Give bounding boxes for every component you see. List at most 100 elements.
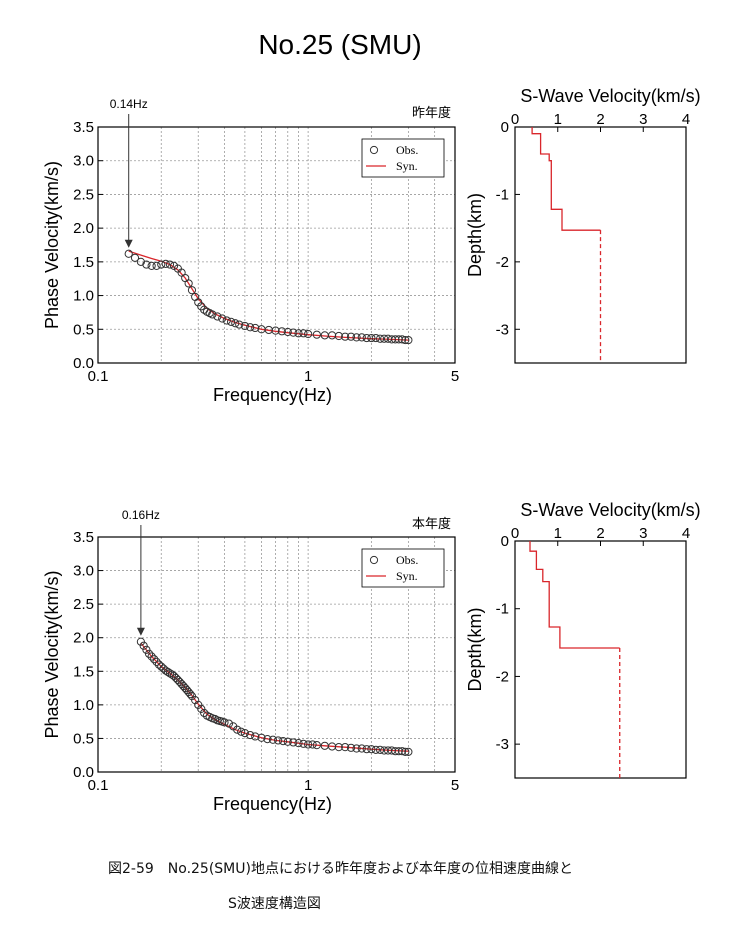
obs-point bbox=[231, 319, 240, 328]
x-tick-label: 5 bbox=[451, 368, 459, 385]
obs-point bbox=[165, 669, 175, 678]
obs-point bbox=[327, 331, 337, 340]
caption-line-2: S波速度構造図 bbox=[228, 896, 321, 912]
y-axis-label: Phase Velocity(km/s) bbox=[42, 570, 62, 738]
profile-x-tick-label: 1 bbox=[554, 111, 562, 128]
charts-layer: 0.0 0.5 1.0 1.5 2.0 2.5 3.0 3.5 0.1 1 5 Frequency(H… bbox=[42, 86, 701, 814]
obs-point bbox=[161, 259, 170, 268]
obs-point bbox=[308, 740, 317, 749]
x-tick-label: 0.1 bbox=[88, 368, 109, 385]
profile-y-axis-label: Depth(km) bbox=[465, 607, 485, 691]
x-tick-label: 1 bbox=[304, 777, 312, 794]
obs-point bbox=[142, 645, 151, 654]
obs-point bbox=[312, 330, 321, 339]
x-tick-label: 5 bbox=[451, 777, 459, 794]
y-tick-label: 1.5 bbox=[73, 254, 94, 271]
y-tick-label: 2.0 bbox=[73, 220, 94, 237]
plot-frame bbox=[97, 536, 456, 773]
vs-profile-line bbox=[531, 127, 601, 231]
obs-point bbox=[263, 735, 272, 744]
obs-point bbox=[375, 334, 385, 343]
x-axis-label: Frequency(Hz) bbox=[213, 385, 332, 405]
profile-y-tick-label: 0 bbox=[501, 119, 509, 136]
profile-frame bbox=[514, 540, 687, 779]
obs-point bbox=[346, 332, 356, 341]
obs-point bbox=[165, 260, 175, 269]
legend-obs-marker bbox=[369, 555, 379, 565]
profile-x-tick-label: 4 bbox=[682, 111, 690, 128]
legend-box bbox=[361, 548, 445, 588]
profile-y-tick-label: 0 bbox=[501, 533, 509, 550]
obs-point bbox=[222, 316, 231, 325]
obs-point bbox=[213, 312, 222, 321]
obs-point bbox=[274, 736, 283, 745]
y-tick-label: 1.0 bbox=[73, 288, 94, 305]
obs-point bbox=[334, 743, 343, 752]
obs-point bbox=[289, 328, 298, 337]
obs-point bbox=[397, 747, 407, 756]
y-tick-label: 1.5 bbox=[73, 663, 94, 680]
obs-point bbox=[200, 708, 209, 718]
obs-point bbox=[163, 667, 172, 677]
y-tick-label: 1.0 bbox=[73, 697, 94, 714]
profile-x-tick-label: 1 bbox=[554, 525, 562, 542]
obs-point bbox=[246, 323, 255, 332]
caption-line-1: 図2-59 No.25(SMU)地点における昨年度および本年度の位相速度曲線と bbox=[108, 861, 573, 877]
x-axis-label: Frequency(Hz) bbox=[213, 794, 332, 814]
obs-point bbox=[283, 327, 292, 337]
obs-point bbox=[294, 739, 303, 748]
legend-obs-label: Obs. bbox=[396, 143, 418, 157]
profile-y-tick-label: -2 bbox=[496, 668, 509, 685]
obs-point bbox=[218, 314, 227, 323]
profile-x-tick-label: 3 bbox=[639, 525, 647, 542]
obs-point bbox=[237, 727, 246, 736]
obs-point bbox=[154, 660, 164, 669]
profile-y-tick-label: -1 bbox=[496, 601, 509, 618]
obs-point bbox=[278, 737, 288, 746]
obs-point bbox=[251, 732, 260, 741]
profile-y-tick-label: -1 bbox=[496, 186, 509, 203]
obs-point bbox=[152, 657, 161, 666]
obs-point bbox=[283, 737, 292, 746]
obs-point bbox=[362, 333, 371, 343]
obs-point bbox=[186, 690, 195, 699]
obs-point bbox=[271, 326, 280, 335]
y-tick-label: 0.0 bbox=[73, 764, 94, 781]
obs-point bbox=[144, 649, 154, 658]
legend-obs-label: Obs. bbox=[396, 553, 418, 567]
obs-point bbox=[227, 317, 236, 326]
obs-point bbox=[136, 637, 145, 646]
profile-y-tick-label: -3 bbox=[496, 736, 509, 753]
obs-point bbox=[157, 662, 166, 671]
obs-point bbox=[147, 261, 156, 271]
obs-point bbox=[277, 327, 286, 336]
profile-title: S-Wave Velocity(km/s) bbox=[520, 500, 700, 520]
obs-point bbox=[224, 719, 234, 728]
obs-point bbox=[142, 260, 151, 269]
profile-y-axis-label: Depth(km) bbox=[465, 193, 485, 277]
y-tick-label: 0.0 bbox=[73, 355, 94, 372]
plot-frame bbox=[97, 126, 456, 364]
obs-point bbox=[341, 332, 350, 341]
y-tick-label: 3.0 bbox=[73, 153, 94, 170]
profile-x-tick-label: 2 bbox=[596, 525, 604, 542]
obs-point bbox=[341, 743, 350, 752]
y-tick-label: 3.5 bbox=[73, 529, 94, 546]
obs-point bbox=[268, 735, 278, 744]
obs-point bbox=[371, 333, 380, 343]
obs-point bbox=[246, 730, 255, 740]
obs-point bbox=[357, 333, 366, 342]
profile-x-tick-label: 0 bbox=[511, 525, 519, 542]
obs-point bbox=[367, 333, 376, 343]
legend-box bbox=[361, 138, 445, 178]
x-tick-label: 1 bbox=[304, 368, 312, 385]
vs-profile-line bbox=[529, 541, 620, 649]
obs-point bbox=[397, 335, 407, 344]
obs-point bbox=[394, 335, 403, 344]
y-tick-label: 3.5 bbox=[73, 119, 94, 136]
chart-group-2: 0.0 0.5 1.0 1.5 2.0 2.5 3.0 3.5 0.1 1 5 Frequency(H… bbox=[42, 500, 701, 814]
obs-point bbox=[139, 641, 148, 650]
obs-point bbox=[352, 744, 361, 753]
chart-group-1: 0.0 0.5 1.0 1.5 2.0 2.5 3.0 3.5 0.1 1 5 Frequency(H… bbox=[42, 86, 701, 405]
arrow-head bbox=[124, 239, 133, 248]
